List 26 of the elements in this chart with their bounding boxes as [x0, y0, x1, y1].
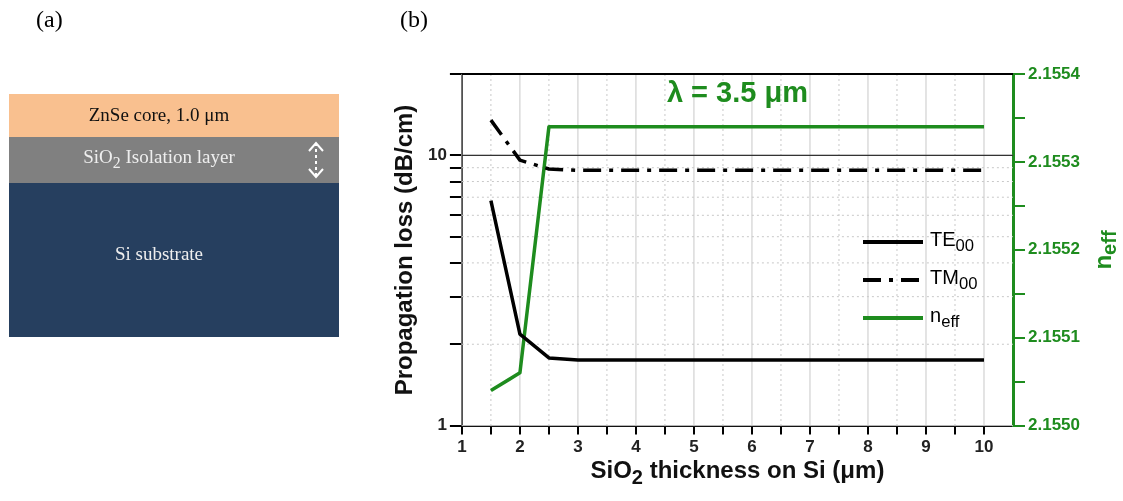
chart-title: (b) — [400, 6, 428, 33]
x-tick-label: 10 — [974, 437, 994, 457]
legend-label: TM$_{00}$ — [930, 265, 978, 294]
x-tick-label: 7 — [805, 437, 815, 457]
x-tick-label: 5 — [689, 437, 699, 457]
x-axis-title: SiO$_{2}$ thickness on Si (μm) — [590, 455, 885, 489]
annotation: λ = 3.5 μm — [666, 76, 808, 109]
x-tick-label: 4 — [631, 437, 642, 457]
y2-tick-label: 2.1554 — [1028, 63, 1081, 83]
text: Si substrate — [113, 243, 205, 265]
y2-tick-label: 2.1551 — [1028, 327, 1080, 347]
x-tick-label: 8 — [863, 437, 873, 457]
y2-tick-label: 2.1550 — [1028, 415, 1080, 435]
y2-tick-label: 2.1553 — [1028, 151, 1080, 171]
text: ZnSe core, 1.0 μm — [87, 104, 231, 126]
x-tick-label: 1 — [457, 437, 467, 457]
y-axis-title: Propagation loss (dB/cm) — [390, 104, 418, 396]
x-tick-label: 2 — [515, 437, 525, 457]
x-tick-label: 9 — [921, 437, 931, 457]
legend-label: n$_{eff}$ — [930, 303, 960, 332]
x-tick-label: 6 — [747, 437, 757, 457]
text: SiO$_{2}$ Isolation layer — [82, 146, 236, 172]
y2-tick-label: 2.1552 — [1028, 239, 1080, 259]
legend-label: TE$_{00}$ — [930, 227, 975, 256]
text: (a) — [36, 6, 63, 33]
x-tick-label: 3 — [573, 437, 583, 457]
